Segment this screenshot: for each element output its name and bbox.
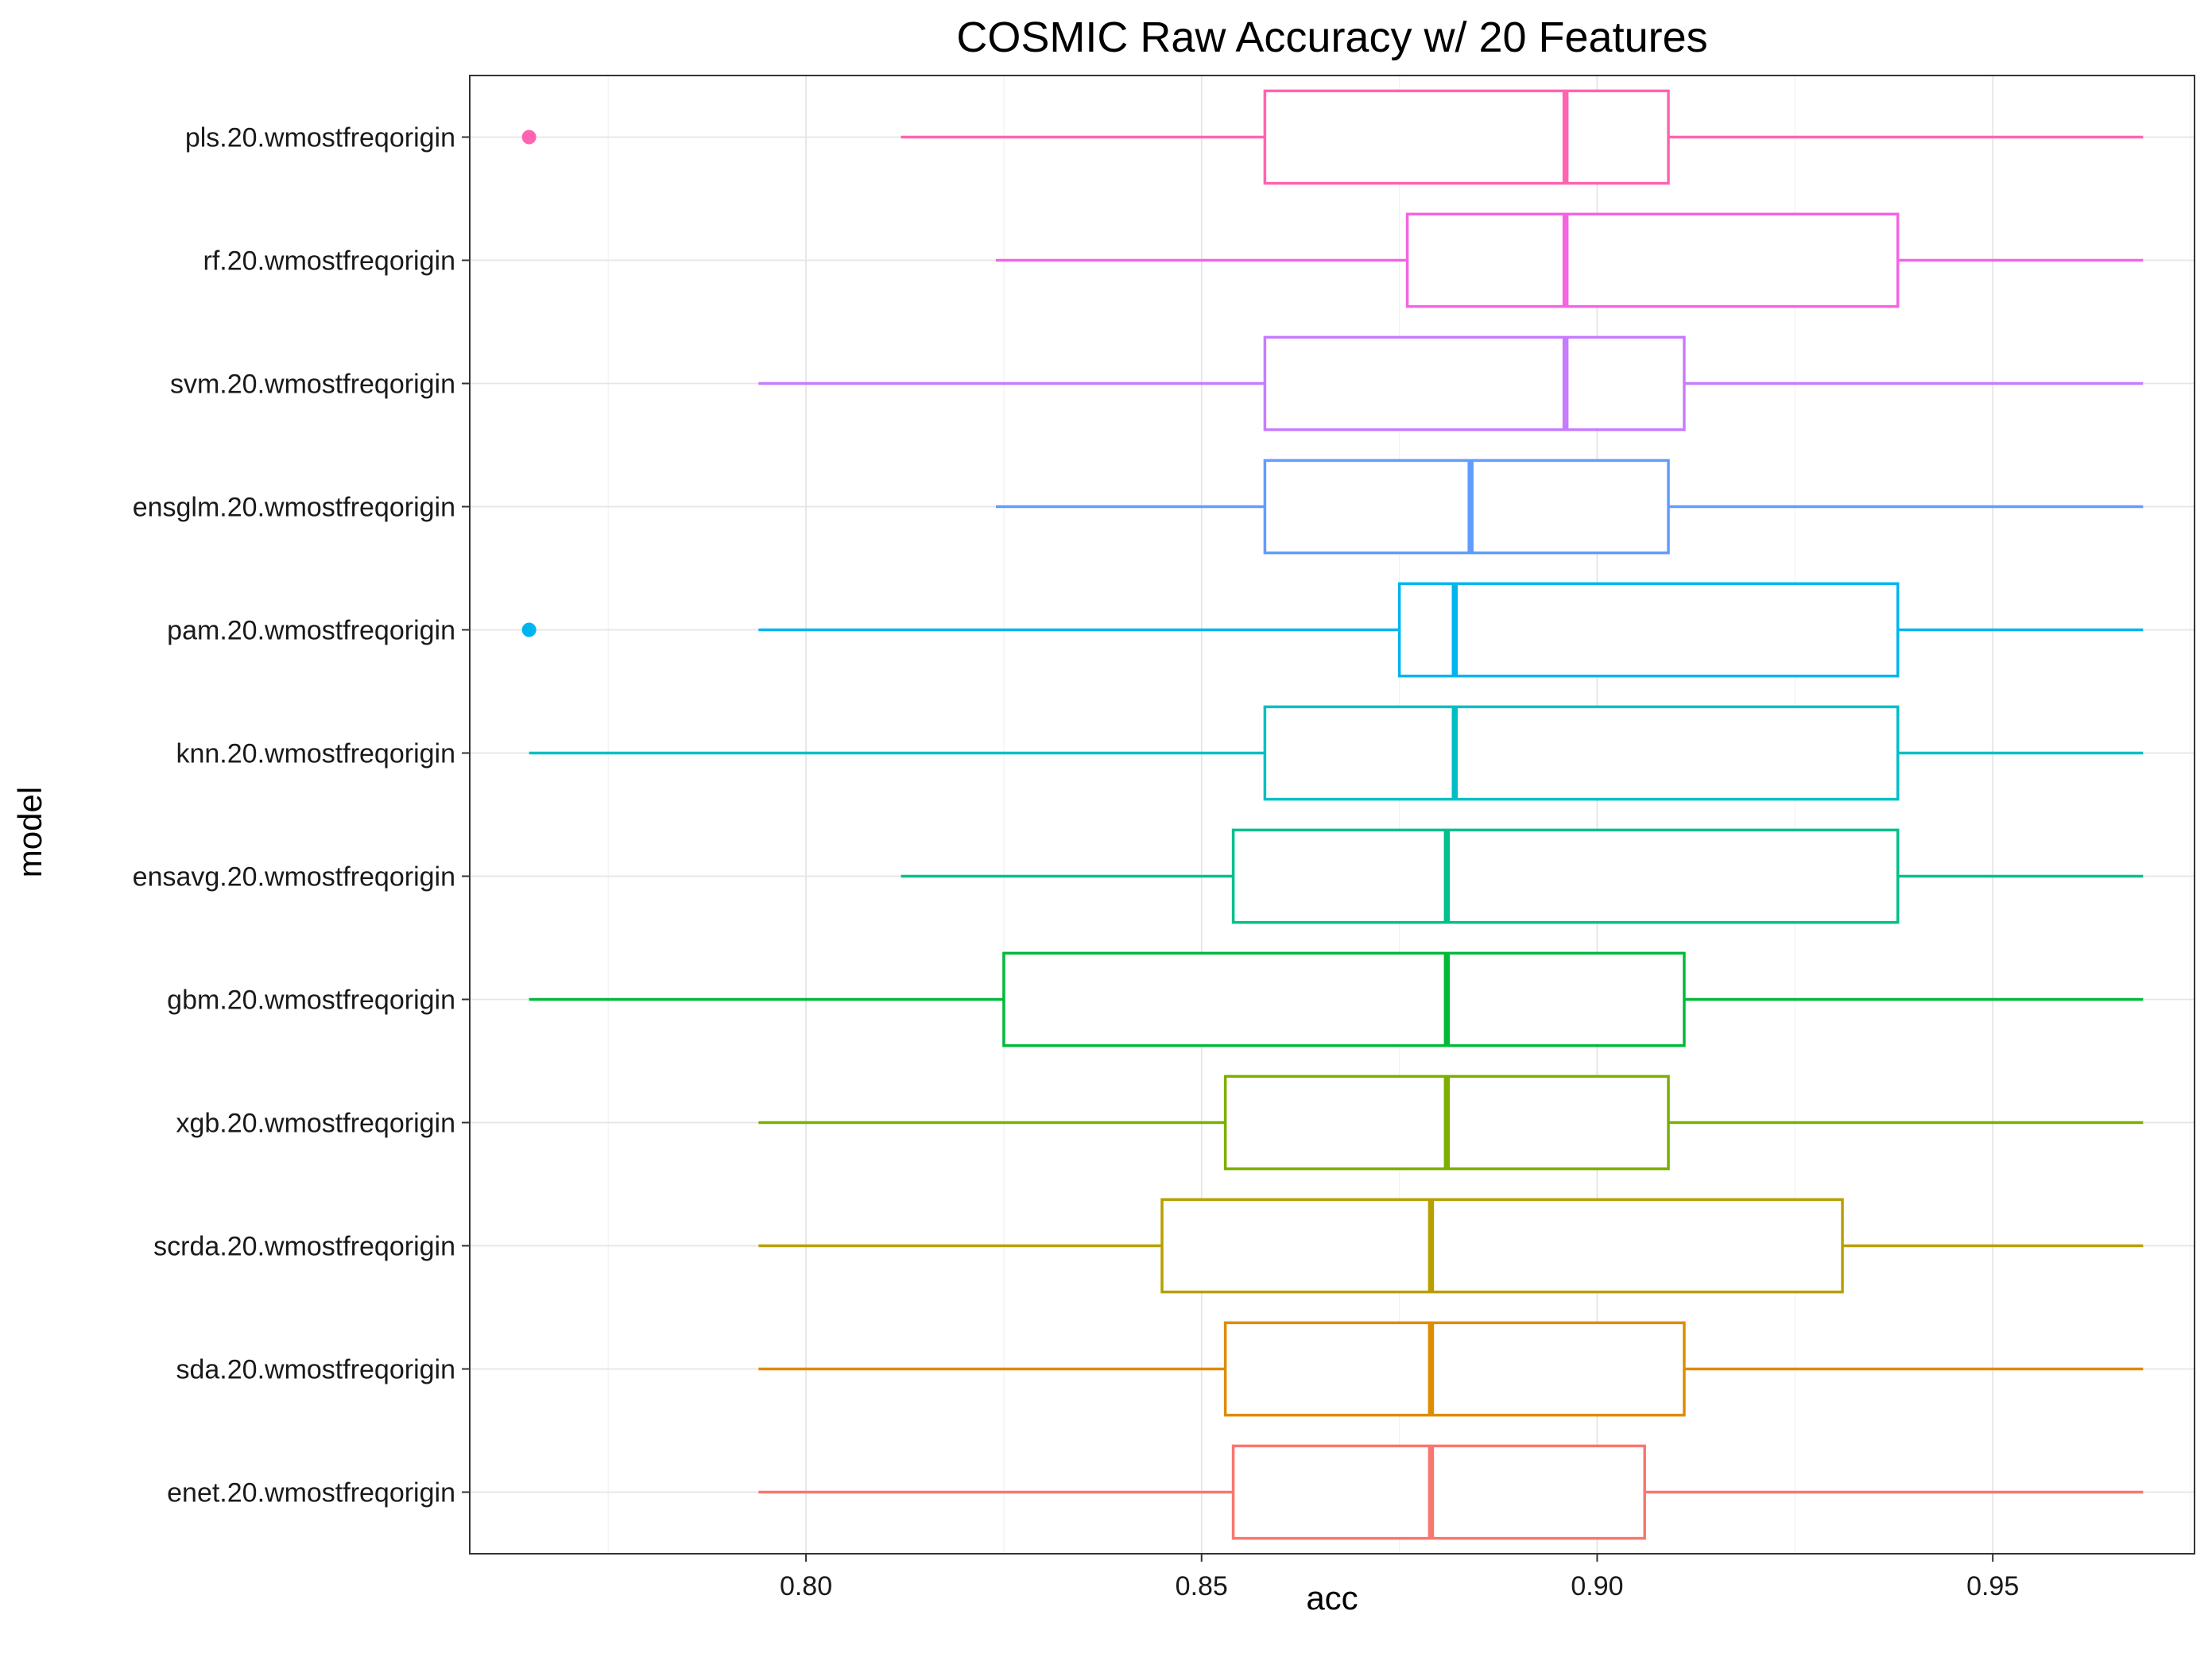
box-rf.20.wmostfreqorigin xyxy=(995,212,2144,308)
y-tick-label: ensglm.20.wmostfreqorigin xyxy=(133,493,455,523)
box-iqr xyxy=(1223,1321,1686,1417)
x-tick-label: 0.90 xyxy=(1571,1571,1623,1601)
plot-panel-border xyxy=(469,75,2195,1555)
y-tick-label: gbm.20.wmostfreqorigin xyxy=(167,985,455,1016)
box-iqr xyxy=(1263,705,1900,801)
y-axis-title: model xyxy=(11,787,48,877)
box-svm.20.wmostfreqorigin xyxy=(758,335,2144,432)
box-knn.20.wmostfreqorigin xyxy=(529,705,2144,801)
box-iqr xyxy=(1405,212,1900,308)
box-gbm.20.wmostfreqorigin xyxy=(529,951,2144,1047)
box-iqr xyxy=(1231,828,1900,924)
box-sda.20.wmostfreqorigin xyxy=(758,1321,2144,1417)
box-iqr xyxy=(1263,89,1670,185)
box-ensglm.20.wmostfreqorigin xyxy=(995,459,2144,555)
chart-title: COSMIC Raw Accuracy w/ 20 Features xyxy=(956,14,1707,61)
box-iqr xyxy=(1160,1198,1844,1294)
box-ensavg.20.wmostfreqorigin xyxy=(901,828,2144,924)
x-tick-label: 0.80 xyxy=(780,1571,832,1601)
box-iqr xyxy=(1263,459,1670,555)
box-iqr xyxy=(1002,951,1686,1047)
y-tick-label: svm.20.wmostfreqorigin xyxy=(170,370,455,400)
y-tick-label: rf.20.wmostfreqorigin xyxy=(203,246,455,277)
y-tick-label: xgb.20.wmostfreqorigin xyxy=(176,1109,455,1139)
outlier-point xyxy=(521,622,537,637)
y-tick-label: ensavg.20.wmostfreqorigin xyxy=(133,862,455,893)
x-tick-label: 0.85 xyxy=(1176,1571,1228,1601)
box-xgb.20.wmostfreqorigin xyxy=(758,1075,2144,1171)
y-axis: enet.20.wmostfreqorigin sda.20.wmostfreqo… xyxy=(133,123,470,1508)
y-tick-label: knn.20.wmostfreqorigin xyxy=(176,739,455,769)
outlier-point xyxy=(521,130,537,145)
box-iqr xyxy=(1397,582,1900,678)
x-axis-title: acc xyxy=(1306,1579,1358,1617)
y-tick-label: enet.20.wmostfreqorigin xyxy=(167,1478,455,1508)
y-tick-label: pls.20.wmostfreqorigin xyxy=(185,123,455,153)
box-enet.20.wmostfreqorigin xyxy=(758,1444,2144,1540)
y-tick-label: sda.20.wmostfreqorigin xyxy=(176,1355,455,1385)
x-tick-label: 0.95 xyxy=(1966,1571,2019,1601)
box-iqr xyxy=(1263,335,1686,432)
y-tick-label: pam.20.wmostfreqorigin xyxy=(167,616,455,646)
box-pam.20.wmostfreqorigin xyxy=(521,582,2144,678)
x-axis: 0.80 0.85 0.90 0.95 xyxy=(780,1554,2019,1601)
box-iqr xyxy=(1231,1444,1646,1540)
boxes-layer xyxy=(521,89,2144,1540)
box-scrda.20.wmostfreqorigin xyxy=(758,1198,2144,1294)
y-tick-label: scrda.20.wmostfreqorigin xyxy=(153,1232,455,1262)
box-pls.20.wmostfreqorigin xyxy=(521,89,2144,185)
